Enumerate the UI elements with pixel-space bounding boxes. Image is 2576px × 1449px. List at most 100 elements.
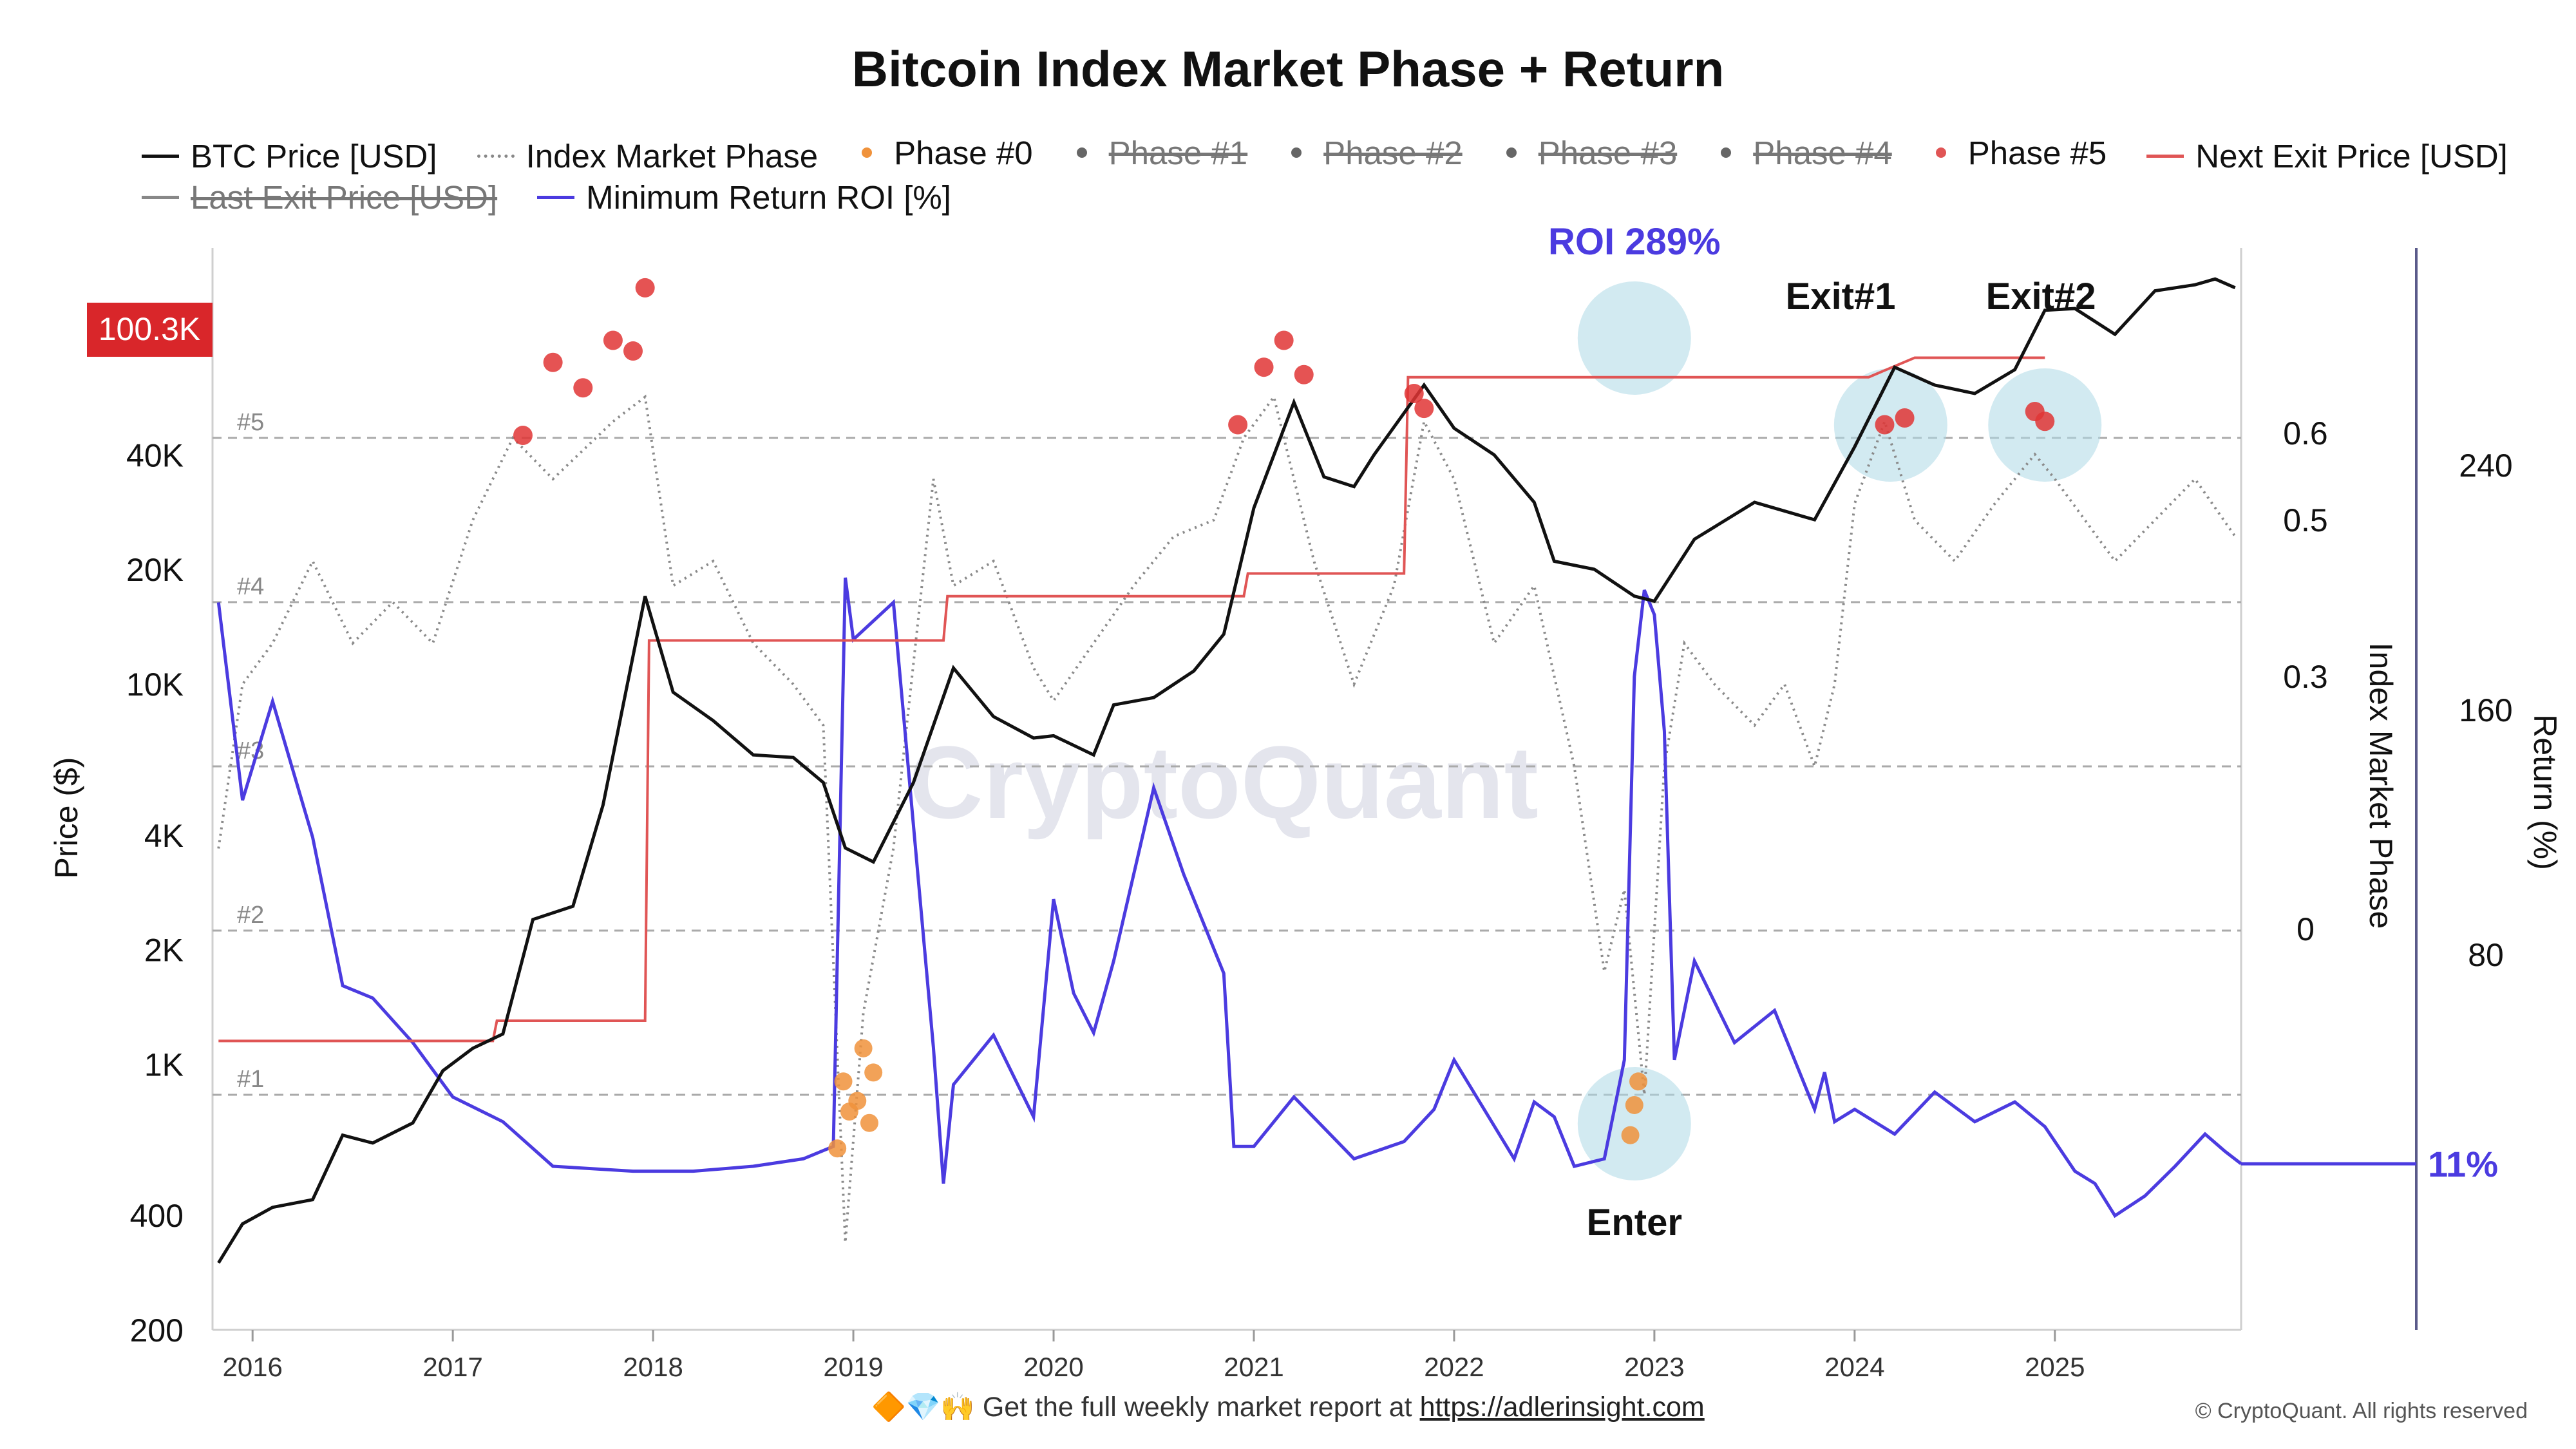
legend-label: Last Exit Price [USD] [191, 179, 498, 216]
current-price-label: 100.3K [99, 311, 200, 347]
phase5-point [1274, 330, 1294, 350]
x-tick-label: 2018 [623, 1352, 683, 1382]
phase0-point [848, 1092, 867, 1110]
legend-item[interactable]: Phase #1 [1073, 134, 1248, 172]
phase-line-label: #1 [237, 1066, 264, 1093]
copyright: © CryptoQuant. All rights reserved [2195, 1399, 2528, 1423]
legend-swatch [1506, 147, 1517, 158]
y-left-tick-label: 1K [144, 1046, 184, 1083]
legend-swatch [1935, 147, 1946, 158]
phase0-point [1629, 1072, 1648, 1091]
phase5-point [1875, 415, 1895, 435]
phase5-point [1228, 415, 1248, 435]
legend-swatch [1721, 147, 1732, 158]
phase-line-label: #2 [237, 902, 264, 929]
y-left-axis-label: Price ($) [48, 757, 84, 879]
x-tick-label: 2021 [1224, 1352, 1283, 1382]
legend-swatch [1076, 147, 1087, 158]
y-mid-tick-label: 0.5 [2283, 502, 2328, 538]
phase5-point [1404, 383, 1424, 403]
legend-label: Phase #5 [1967, 134, 2107, 171]
y-left-tick-label: 200 [130, 1312, 184, 1349]
legend-row-1: BTC Price [USD] Index Market Phase Phase #… [142, 128, 2548, 175]
x-tick-label: 2019 [823, 1352, 883, 1382]
annotation-label: Exit#1 [1786, 276, 1896, 317]
legend-label: Phase #4 [1753, 134, 1892, 171]
legend-label: Phase #3 [1538, 134, 1678, 171]
legend-item[interactable]: Phase #4 [1717, 134, 1892, 172]
x-tick-label: 2017 [422, 1352, 482, 1382]
annotation-label: Enter [1587, 1202, 1682, 1244]
y-left-tick-label: 20K [126, 552, 184, 588]
phase5-point [603, 330, 623, 350]
annotation-label: Exit#2 [1986, 276, 2096, 317]
legend-label: Phase #2 [1323, 134, 1463, 171]
y-right-tick-label: 80 [2468, 937, 2504, 973]
legend-swatch [1291, 147, 1302, 158]
watermark: CryptoQuant [909, 724, 1539, 840]
legend-item[interactable]: Phase #5 [1932, 134, 2107, 172]
legend-item[interactable]: BTC Price [USD] [142, 137, 437, 175]
legend-item[interactable]: Last Exit Price [USD] [142, 178, 497, 216]
legend-swatch [2146, 155, 2184, 158]
highlight-circle [1577, 281, 1691, 395]
annotation-label: ROI 289% [1548, 221, 1721, 263]
legend-item[interactable]: Next Exit Price [USD] [2146, 137, 2508, 175]
legend-row-2: Last Exit Price [USD] Minimum Return ROI … [142, 169, 991, 216]
phase0-point [860, 1113, 878, 1132]
y-right-axis-label: Return (%) [2527, 714, 2563, 870]
legend-label: Minimum Return ROI [%] [586, 179, 951, 216]
y-left-tick-label: 10K [126, 667, 184, 703]
legend-item[interactable]: Phase #3 [1502, 134, 1678, 172]
footer-text: Get the full weekly market report at [982, 1392, 1420, 1423]
phase0-point [834, 1072, 853, 1091]
y-mid-tick-label: 0.3 [2283, 659, 2328, 695]
phase5-point [2035, 412, 2055, 431]
x-tick-label: 2023 [1624, 1352, 1684, 1382]
series-minimum-return-roi [216, 577, 2242, 1218]
y-right-tick-label: 160 [2459, 692, 2512, 728]
x-tick-label: 2022 [1424, 1352, 1484, 1382]
legend-item[interactable]: Minimum Return ROI [%] [537, 178, 951, 216]
phase5-point [1294, 365, 1314, 384]
phase5-point [1414, 399, 1434, 419]
legend-label: Phase #1 [1108, 134, 1248, 171]
phase5-point [623, 341, 643, 361]
phase0-point [854, 1039, 873, 1057]
phase5-point [513, 426, 533, 446]
phase0-point [1625, 1095, 1643, 1114]
y-left-tick-label: 400 [130, 1198, 184, 1234]
phase5-point [543, 352, 563, 372]
phase0-point [1621, 1126, 1640, 1144]
legend-item[interactable]: Index Market Phase [477, 137, 819, 175]
y-mid-tick-label: 0 [2297, 911, 2315, 947]
phase5-point [1895, 408, 1915, 428]
phase0-point [864, 1063, 883, 1082]
legend-swatch [477, 155, 515, 158]
phase5-point [635, 278, 655, 298]
legend-label: Phase #0 [894, 134, 1033, 171]
legend-swatch [537, 196, 575, 199]
phase0-point [828, 1139, 847, 1158]
roi-current-label: 11% [2428, 1144, 2498, 1184]
legend-item[interactable]: Phase #0 [858, 134, 1033, 172]
y-left-tick-label: 2K [144, 933, 184, 969]
phase-line-label: #4 [237, 573, 264, 600]
legend-label: BTC Price [USD] [191, 138, 437, 175]
legend-item[interactable]: Phase #2 [1287, 134, 1463, 172]
y-right-tick-label: 240 [2459, 448, 2512, 484]
x-tick-label: 2016 [222, 1352, 282, 1382]
y-left-tick-label: 40K [126, 437, 184, 473]
footer-link[interactable]: https://adlerinsight.com [1419, 1392, 1705, 1423]
series-btc-price [217, 277, 2236, 1264]
legend-label: Next Exit Price [USD] [2195, 138, 2508, 175]
series-next-exit-price [218, 356, 2045, 1043]
y-left-tick-label: 4K [144, 818, 184, 854]
legend-swatch [862, 147, 873, 158]
legend-label: Index Market Phase [526, 138, 819, 175]
footer-emoji: 🔶💎🙌 [871, 1392, 975, 1423]
phase5-point [1254, 357, 1274, 377]
current-price-badge [87, 303, 213, 357]
footer-note: 🔶💎🙌 Get the full weekly market report at… [0, 1391, 2576, 1423]
